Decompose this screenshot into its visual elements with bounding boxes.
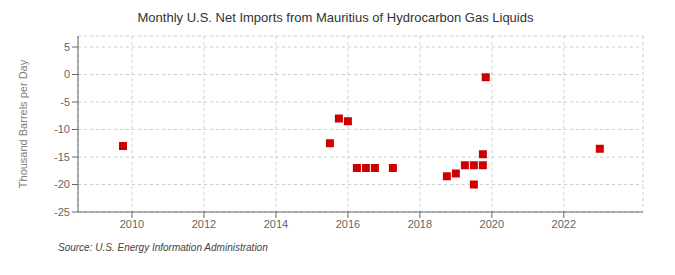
svg-text:2012: 2012 xyxy=(192,218,216,230)
svg-text:2010: 2010 xyxy=(120,218,144,230)
svg-text:2018: 2018 xyxy=(408,218,432,230)
svg-text:-10: -10 xyxy=(54,123,70,135)
html-text:Monthly U.S. Net Imports from: Monthly U.S. Net Imports from Mauritius … xyxy=(137,10,534,25)
svg-text:-25: -25 xyxy=(54,206,70,218)
html-text:Source: U.S. Energy Informatio: Source: U.S. Energy Information Administ… xyxy=(58,242,268,253)
svg-text:-5: -5 xyxy=(60,96,70,108)
svg-text:2014: 2014 xyxy=(264,218,288,230)
svg-text:0: 0 xyxy=(64,68,70,80)
svg-text:5: 5 xyxy=(64,41,70,53)
svg-text:2022: 2022 xyxy=(552,218,576,230)
svg-text:2016: 2016 xyxy=(336,218,360,230)
svg-text:-20: -20 xyxy=(54,178,70,190)
svg-text:Thousand Barrels per Day: Thousand Barrels per Day xyxy=(17,59,29,188)
svg-text:2020: 2020 xyxy=(480,218,504,230)
svg-text:-15: -15 xyxy=(54,151,70,163)
